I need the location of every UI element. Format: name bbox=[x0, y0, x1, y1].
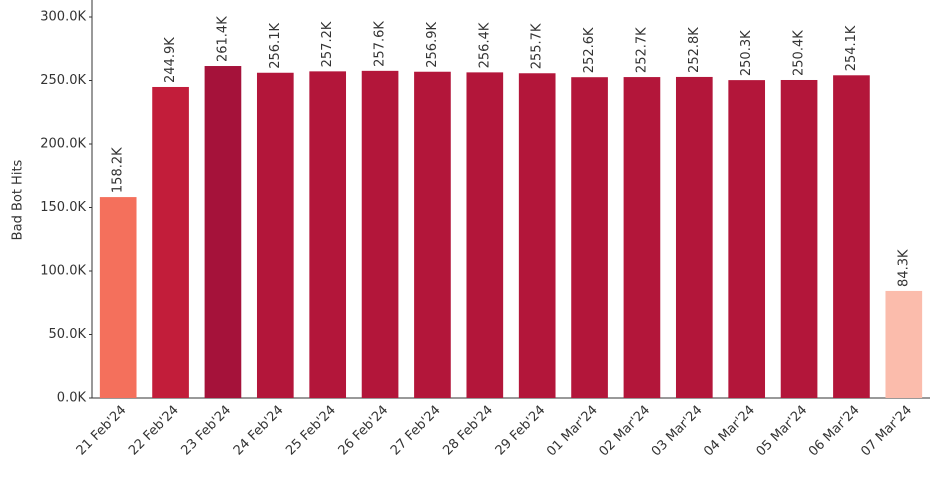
y-tick-label: 0.0K bbox=[57, 391, 87, 406]
value-label: 256.4K bbox=[477, 22, 492, 68]
x-tick-label: 25 Feb'24 bbox=[283, 403, 339, 459]
value-label: 254.1K bbox=[844, 25, 859, 71]
value-label: 250.4K bbox=[792, 30, 807, 76]
value-label: 261.4K bbox=[215, 16, 230, 62]
y-tick-label: 200.0K bbox=[40, 137, 86, 152]
x-tick-label: 07 Mar'24 bbox=[858, 403, 915, 460]
value-label: 250.3K bbox=[739, 30, 754, 76]
y-axis-title: Bad Bot Hits bbox=[11, 159, 26, 240]
value-label: 252.7K bbox=[634, 27, 649, 73]
bar bbox=[204, 66, 242, 398]
bar bbox=[571, 77, 608, 398]
x-tick-label: 23 Feb'24 bbox=[179, 403, 235, 459]
value-label: 244.9K bbox=[163, 37, 178, 83]
bar bbox=[885, 290, 923, 398]
bar bbox=[309, 71, 347, 398]
bar bbox=[623, 77, 661, 399]
value-label: 158.2K bbox=[111, 147, 126, 193]
x-tick-label: 27 Feb'24 bbox=[388, 403, 444, 459]
bar bbox=[414, 71, 451, 398]
bar bbox=[728, 80, 766, 398]
bar bbox=[361, 70, 399, 399]
bar bbox=[99, 197, 137, 398]
x-tick-label: 28 Feb'24 bbox=[440, 403, 496, 459]
y-tick-label: 50.0K bbox=[49, 327, 87, 342]
value-label: 84.3K bbox=[896, 249, 911, 287]
bar bbox=[675, 76, 713, 398]
value-label: 252.6K bbox=[582, 27, 597, 73]
y-tick-label: 250.0K bbox=[40, 73, 86, 88]
value-label: 257.6K bbox=[373, 21, 388, 67]
value-label: 252.8K bbox=[687, 27, 702, 73]
y-tick-label: 100.0K bbox=[40, 264, 86, 279]
bar bbox=[518, 73, 556, 399]
x-tick-label: 02 Mar'24 bbox=[596, 403, 653, 460]
x-tick-label: 04 Mar'24 bbox=[701, 403, 758, 460]
bar bbox=[152, 86, 189, 399]
y-tick-label: 150.0K bbox=[40, 200, 86, 215]
x-tick-label: 26 Feb'24 bbox=[336, 403, 392, 459]
x-tick-label: 29 Feb'24 bbox=[493, 403, 549, 459]
x-tick-label: 22 Feb'24 bbox=[126, 403, 182, 459]
x-tick-label: 21 Feb'24 bbox=[74, 403, 130, 459]
x-tick-label: 06 Mar'24 bbox=[806, 403, 863, 460]
y-tick-label: 300.0K bbox=[40, 10, 86, 25]
x-tick-label: 24 Feb'24 bbox=[231, 403, 287, 459]
bar bbox=[466, 72, 504, 398]
value-label: 257.2K bbox=[320, 21, 335, 67]
x-tick-label: 03 Mar'24 bbox=[649, 403, 706, 460]
value-label: 256.1K bbox=[268, 23, 283, 69]
value-label: 256.9K bbox=[425, 22, 440, 68]
bar bbox=[256, 72, 294, 399]
bar bbox=[780, 79, 818, 398]
bar bbox=[833, 75, 870, 398]
value-label: 255.7K bbox=[530, 23, 545, 69]
x-tick-label: 05 Mar'24 bbox=[754, 403, 811, 460]
x-tick-label: 01 Mar'24 bbox=[544, 403, 601, 460]
